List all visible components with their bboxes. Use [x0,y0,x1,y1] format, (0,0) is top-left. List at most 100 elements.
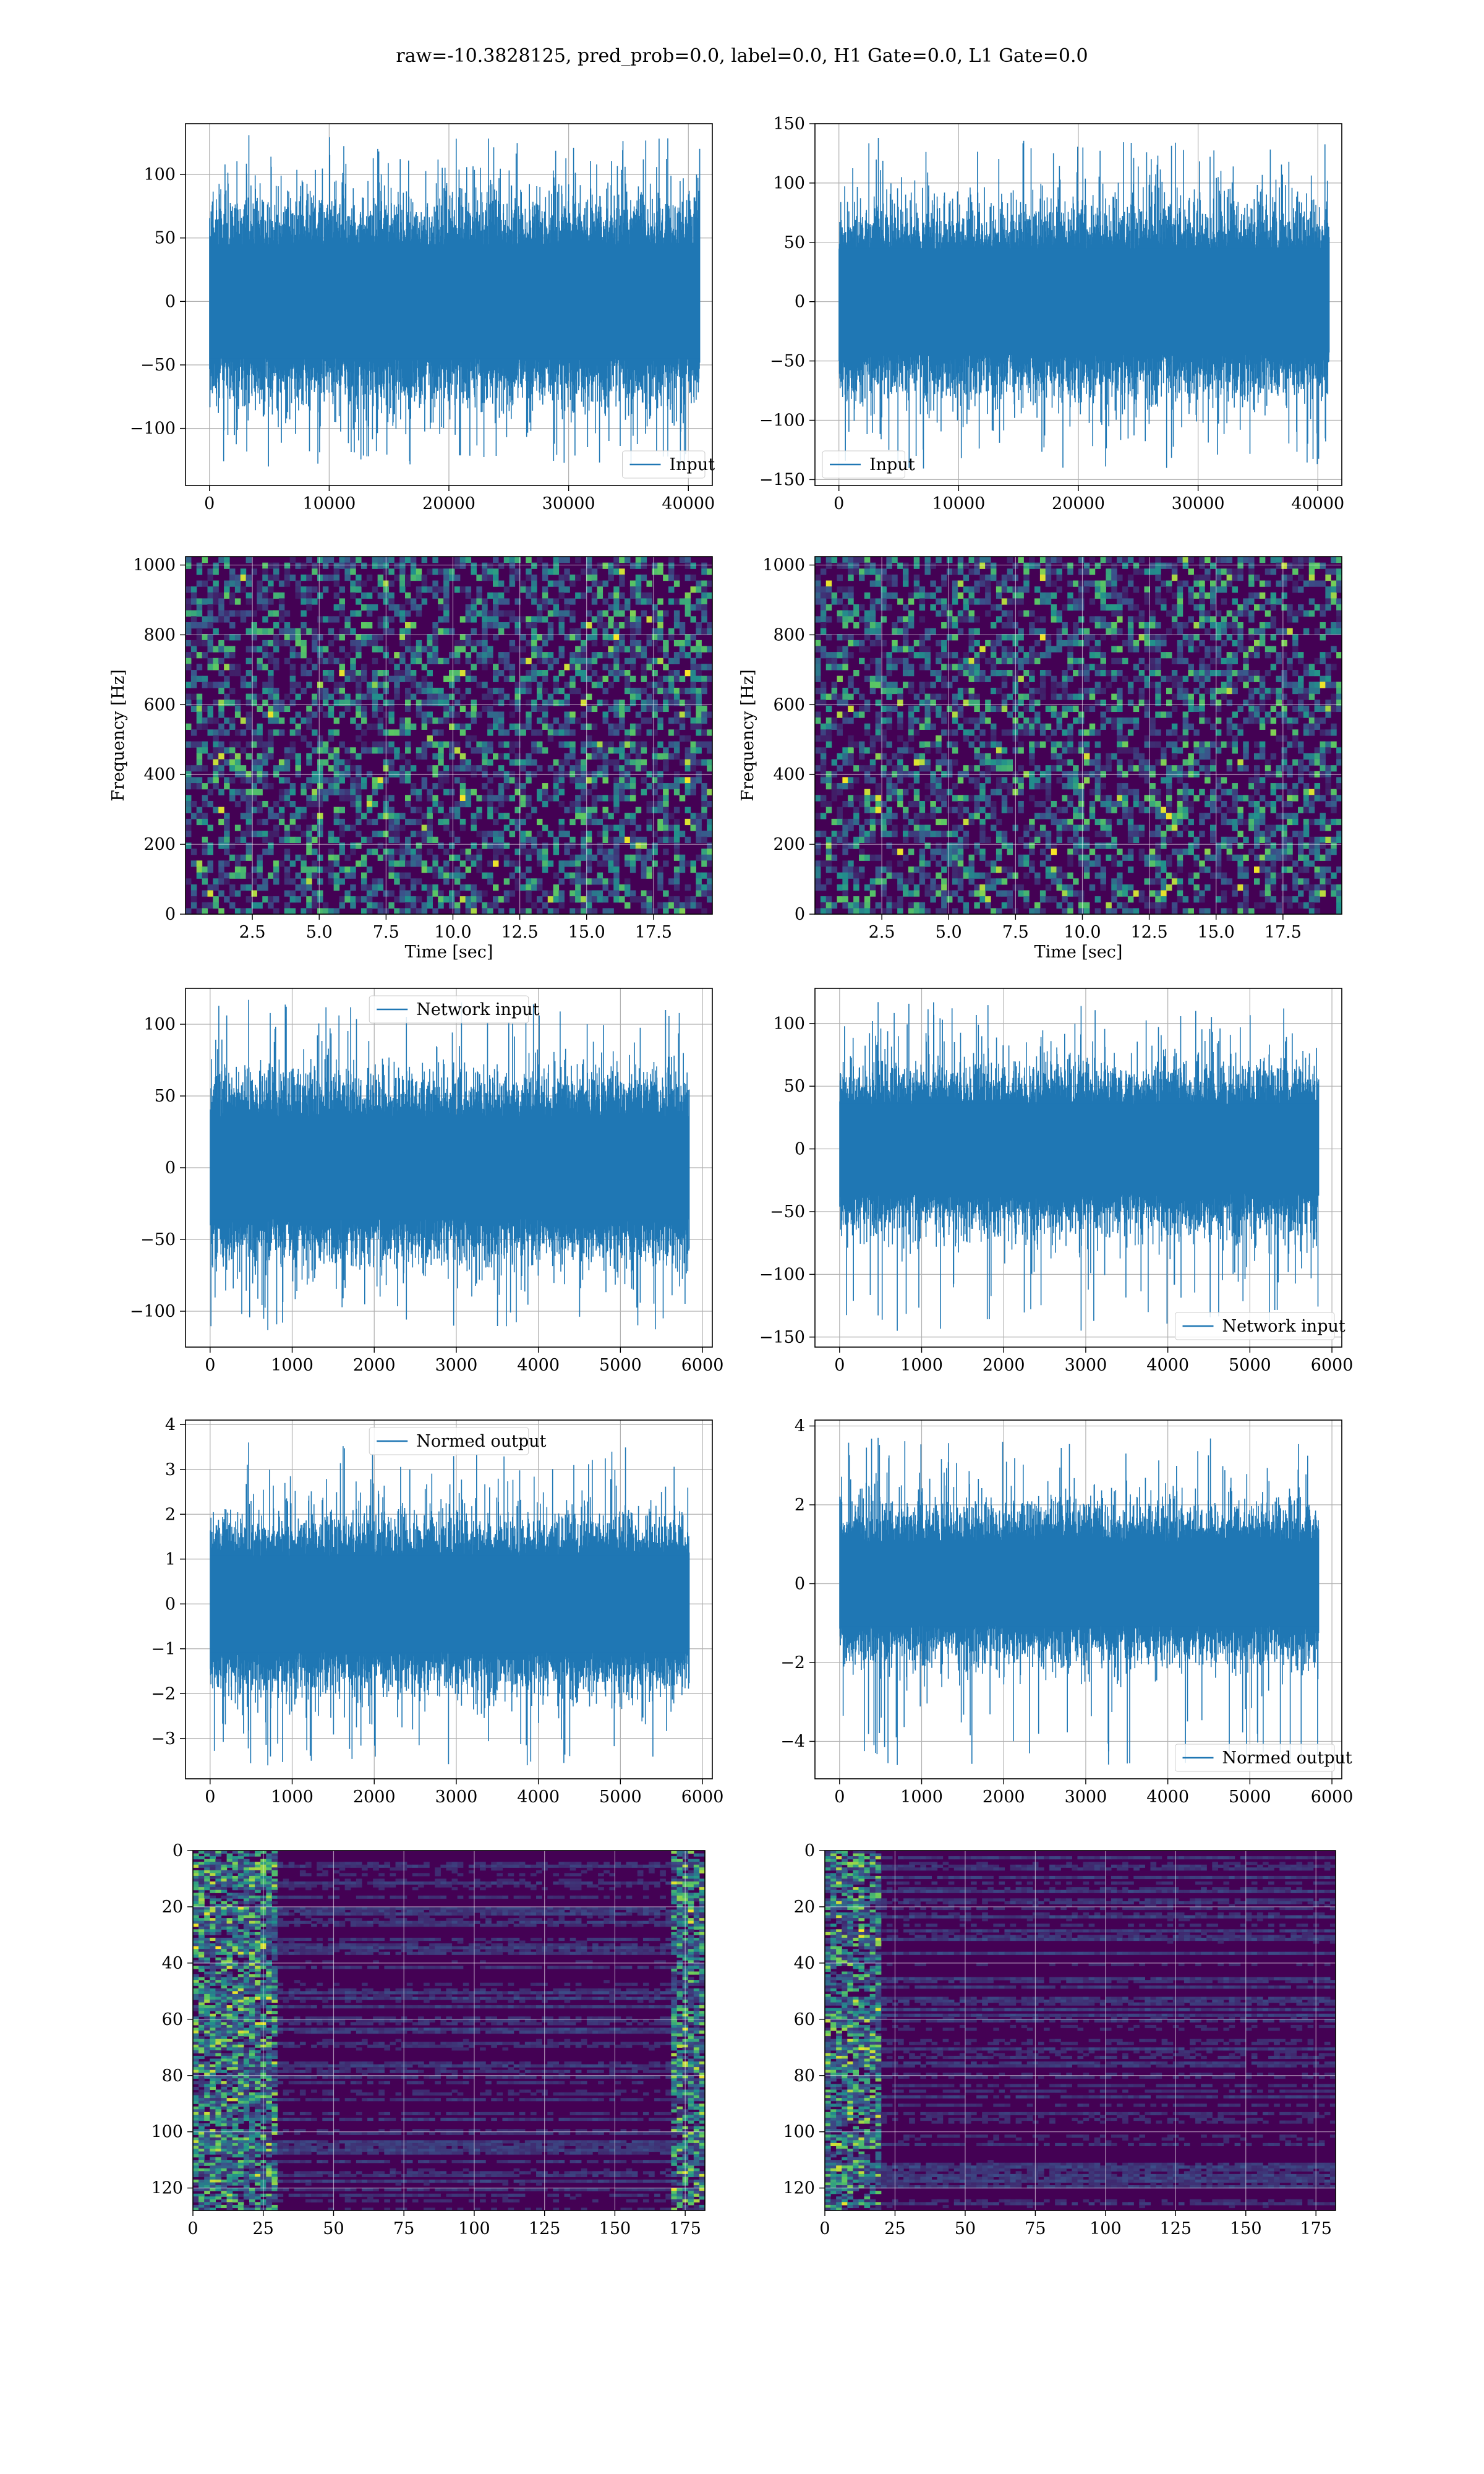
heatmap-cell [1007,586,1013,593]
heatmap-cell [952,693,958,700]
heatmap-cell [356,765,362,772]
heatmap-cell [952,807,958,813]
heatmap-cell [985,598,991,605]
heatmap-cell [952,795,958,802]
heatmap-cell [295,854,301,861]
heatmap-cell [586,777,592,784]
heatmap-cell [553,610,560,617]
heatmap-cell [996,818,1002,826]
heatmap-cell [684,610,691,617]
heatmap-cell [837,753,843,760]
heatmap-cell [575,657,581,664]
heatmap-cell [1001,836,1008,843]
heatmap-cell [996,670,1002,677]
heatmap-cell [268,562,274,569]
heatmap-cell [652,628,658,635]
heatmap-cell [831,831,838,837]
heatmap-cell [542,890,548,897]
heatmap-cell [701,646,707,653]
heatmap-cell [416,604,422,611]
heatmap-cell [864,568,871,575]
heatmap-cell [591,800,598,808]
heatmap-cell [635,741,642,748]
heatmap-cell [350,700,356,706]
heatmap-cell [1138,753,1145,760]
heatmap-cell [284,610,291,617]
heatmap-cell [581,854,587,861]
figure-suptitle: raw=-10.3828125, pred_prob=0.0, label=0.… [396,45,1088,67]
heatmap-cell [679,628,686,635]
heatmap-cell [196,705,203,713]
heatmap-cell [427,568,433,575]
heatmap-cell [941,818,947,826]
heatmap-cell [240,574,247,581]
heatmap-cell [537,860,543,867]
heatmap-cell [498,717,505,724]
heatmap-cell [1144,682,1150,688]
heatmap-cell [941,598,947,605]
heatmap-cell [366,908,373,914]
heatmap-cell [224,646,230,653]
heatmap-cell [696,580,702,587]
heatmap-cell [377,831,384,837]
heatmap-cell [218,818,224,826]
heatmap-cell [476,795,482,802]
heatmap-cell [1155,878,1161,885]
heatmap-cell [701,884,707,891]
heatmap-cell [825,777,832,784]
heatmap-cell [289,682,296,688]
heatmap-cell [875,675,882,682]
heatmap-cell [526,813,532,820]
heatmap-cell [947,741,953,748]
heatmap-cell [663,807,669,813]
heatmap-cell [394,670,400,677]
heatmap-cell [344,795,351,802]
heatmap-cell [707,878,712,885]
heatmap-cell [1155,646,1161,653]
heatmap-cell [377,783,384,790]
heatmap-cell [1144,759,1150,766]
heatmap-cell [1062,872,1068,879]
heatmap-cell [262,836,268,843]
heatmap-cell [388,557,394,563]
heatmap-cell [673,783,680,790]
heatmap-cell [657,824,663,831]
heatmap-cell [547,598,554,605]
heatmap-cell [344,789,351,795]
legend-label: Input [869,455,915,474]
heatmap-cell [602,747,608,754]
heatmap-cell [1161,866,1167,873]
heatmap-cell [869,562,876,569]
heatmap-cell [1117,557,1123,563]
heatmap-cell [394,831,400,837]
heatmap-cell [421,747,428,754]
heatmap-cell [581,902,587,909]
heatmap-cell [333,789,340,795]
heatmap-cell [514,777,521,784]
heatmap-cell [240,884,247,891]
heatmap-cell [586,562,592,569]
heatmap-cell [537,717,543,724]
heatmap-cell [224,747,230,754]
heatmap-cell [591,580,598,587]
heatmap-cell [1133,831,1140,837]
heatmap-cell [707,896,712,903]
heatmap-cell [619,592,625,599]
heatmap-cell [886,562,892,569]
heatmap-cell [306,657,312,664]
heatmap-cell [465,640,472,647]
heatmap-cell [875,753,882,760]
heatmap-cell [1001,747,1008,754]
heatmap-cell [597,860,603,867]
heatmap-cell [569,664,576,670]
heatmap-cell [196,675,203,682]
heatmap-cell [1111,854,1117,861]
heatmap-cell [985,872,991,879]
heatmap-cell [635,729,642,736]
heatmap-cell [1067,902,1073,909]
heatmap-cell [996,741,1002,748]
heatmap-cell [1094,783,1101,790]
heatmap-cell [646,693,652,700]
heatmap-cell [339,759,345,766]
heatmap-cell [262,884,268,891]
